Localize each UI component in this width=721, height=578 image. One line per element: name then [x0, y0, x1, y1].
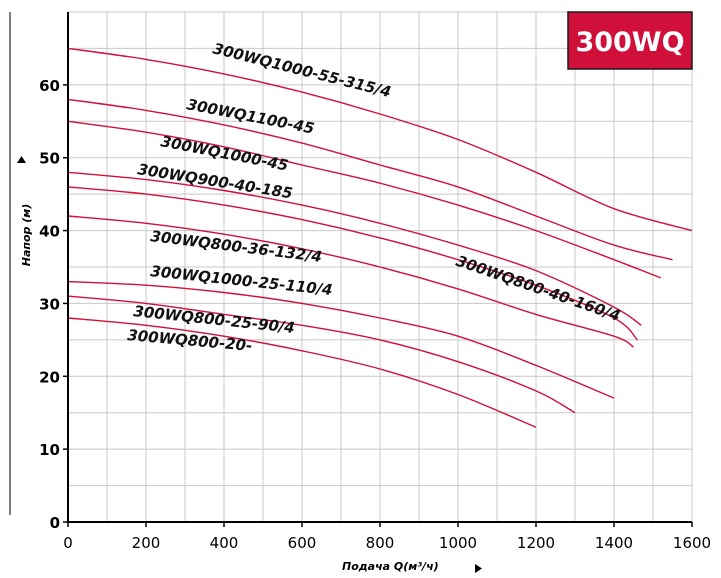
y-tick-label: 30 [39, 295, 60, 313]
y-tick-label: 0 [50, 514, 60, 532]
series-curve [67, 215, 634, 348]
y-tick-label: 50 [39, 150, 60, 168]
y-axis-arrow-icon [17, 156, 26, 163]
grid [68, 11, 693, 522]
x-axis-title: Подача Q(м³/ч) [342, 560, 439, 573]
x-tick-label: 1600 [673, 534, 711, 552]
series-curve [67, 317, 537, 428]
series-curve [67, 98, 673, 261]
x-tick-label: 200 [132, 534, 161, 552]
series-curve [67, 47, 693, 232]
x-tick-label: 1400 [595, 534, 633, 552]
badge-box [567, 11, 693, 70]
x-tick-labels: 0 200 400 600 800 1000 1200 1400 1600 [63, 522, 711, 552]
curve-label: 300WQ1000-25-110/4 [150, 262, 334, 299]
series-curve [67, 171, 642, 326]
y-tick-label: 60 [39, 77, 60, 95]
series-badge: 300WQ [567, 11, 693, 70]
curve-label: 300WQ800-36-132/4 [150, 227, 323, 266]
series-curve [67, 120, 662, 279]
x-tick-label: 400 [210, 534, 239, 552]
y-tick-label: 10 [39, 441, 60, 459]
x-tick-label: 600 [288, 534, 317, 552]
x-axis-arrow-icon [475, 564, 482, 573]
series-curve [67, 280, 615, 399]
series-curve [67, 186, 638, 341]
series-curve [67, 295, 576, 414]
x-tick-label: 1000 [439, 534, 477, 552]
y-tick-label: 20 [39, 368, 60, 386]
badge-text: 300WQ [575, 27, 684, 58]
y-axis-title: Напор (м) [20, 204, 33, 267]
y-tick-label: 40 [39, 223, 60, 241]
x-tick-label: 0 [63, 534, 73, 552]
x-tick-label: 800 [366, 534, 395, 552]
curve-labels: 300WQ1000-55-315/4300WQ1100-45300WQ1000-… [127, 39, 623, 354]
curve-label: 300WQ800-40-160/4 [454, 252, 623, 325]
curves [67, 47, 693, 428]
y-tick-labels: 0 10 20 30 40 50 60 [39, 77, 68, 532]
x-tick-label: 1200 [517, 534, 555, 552]
